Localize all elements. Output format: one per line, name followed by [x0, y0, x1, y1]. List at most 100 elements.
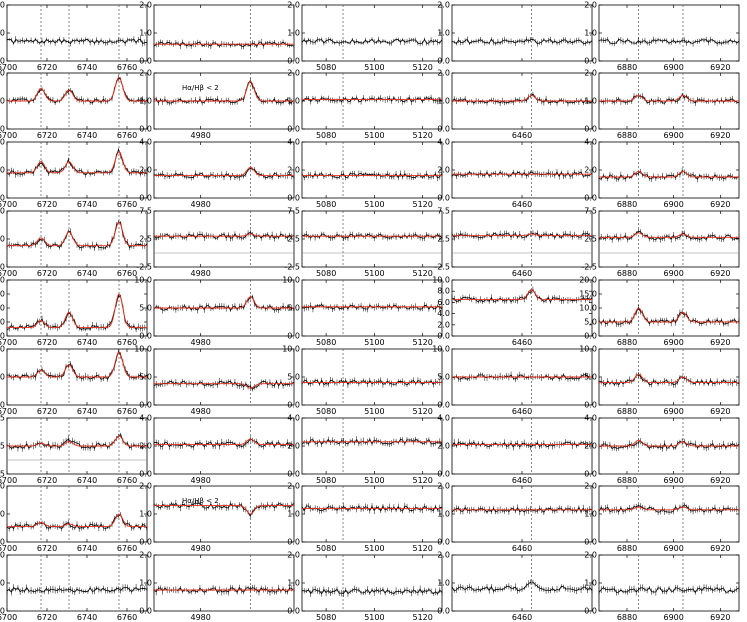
x-tick-label: 5100	[364, 544, 384, 553]
panel-r7-c4: 0.0 1.0 2.0 6880 6900 6920	[584, 482, 740, 553]
panel-frame	[6, 554, 148, 612]
y-tick-label: 0.0	[584, 538, 597, 547]
y-tick-label: 1.0	[287, 510, 300, 519]
spectrum-line	[451, 38, 593, 45]
x-tick-label: 6920	[710, 269, 730, 278]
x-tick-label: 4980	[190, 544, 210, 553]
y-tick-label: 0.0	[0, 332, 5, 341]
x-tick-label: 6880	[617, 200, 637, 209]
panel-r4-c4: 0.0 5.0 10.0 15.0 20.0 6880 6900 6920	[579, 276, 740, 347]
spectrum-line	[451, 374, 593, 380]
x-tick-label: 5100	[364, 338, 384, 347]
y-tick-label: 5.0	[437, 373, 450, 382]
panel-r2-c0: 0.0 2.0 4.0 6700 6720 6740 6760	[0, 138, 148, 209]
y-tick-label: 2.0	[437, 320, 450, 329]
fit-line	[154, 383, 294, 389]
y-tick-label: 2.0	[437, 1, 450, 10]
y-tick-label: 1.0	[437, 579, 450, 588]
y-tick-label: 2.0	[584, 551, 597, 560]
x-tick-label: 5120	[413, 338, 433, 347]
fit-line	[7, 293, 147, 329]
y-tick-label: 10.0	[134, 345, 152, 354]
spectrum-line	[451, 581, 593, 592]
panel-frame	[153, 554, 295, 612]
x-tick-label: 4980	[190, 613, 210, 622]
x-tick-label: 5120	[413, 131, 433, 140]
y-tick-label: 0.0	[437, 538, 450, 547]
y-tick-label: 2.0	[287, 166, 300, 175]
x-tick-label: 6720	[37, 544, 57, 553]
x-tick-label: 6740	[77, 544, 97, 553]
y-tick-label: 1.0	[139, 97, 152, 106]
x-tick-label: 5100	[364, 200, 384, 209]
y-tick-label: 2.0	[0, 551, 5, 560]
x-tick-label: 5100	[364, 613, 384, 622]
panel-frame	[598, 141, 740, 199]
spectrum-line	[153, 380, 295, 391]
panel-r8-c0: 0.0 1.0 2.0 6700 6720 6740 6760	[0, 551, 148, 622]
x-tick-label: 5100	[364, 476, 384, 485]
x-tick-label: 6720	[37, 269, 57, 278]
x-tick-label: 6900	[663, 544, 683, 553]
x-tick-label: 5080	[316, 407, 336, 416]
y-tick-label: 1.0	[437, 29, 450, 38]
panel-r8-c1: 0.0 1.0 2.0 4980	[139, 551, 295, 622]
panel-r3-c0: 0.0 5.0 10.0 6700 6720 6740 6760	[0, 207, 148, 278]
y-tick-label: 2.0	[437, 442, 450, 451]
spectrum-line	[153, 167, 295, 179]
x-tick-label: 6760	[117, 131, 137, 140]
y-tick-label: 20.0	[0, 304, 5, 313]
panel-frame	[451, 4, 593, 62]
x-tick-label: 6700	[0, 613, 17, 622]
y-tick-label: 8.0	[437, 287, 450, 296]
y-tick-label: 0.0	[437, 57, 450, 66]
y-tick-label: 2.0	[139, 69, 152, 78]
panel-frame	[598, 4, 740, 62]
x-tick-label: 5120	[413, 269, 433, 278]
y-tick-label: 0.0	[584, 332, 597, 341]
y-tick-label: 0.0	[287, 57, 300, 66]
spectrum-line	[598, 93, 740, 104]
y-tick-label: 0.0	[0, 263, 5, 272]
y-tick-label: 2.5	[287, 235, 300, 244]
x-tick-label: 6760	[117, 269, 137, 278]
x-tick-label: 6700	[0, 338, 17, 347]
panel-r7-c2: 0.0 1.0 2.0 5080 5100 5120	[287, 482, 443, 553]
fit-line	[154, 505, 294, 515]
x-tick-label: 6460	[512, 269, 532, 278]
x-tick-label: 6760	[117, 476, 137, 485]
x-tick-label: 6720	[37, 476, 57, 485]
panel-frame	[598, 348, 740, 406]
y-tick-label: 2.0	[584, 482, 597, 491]
x-tick-label: 5080	[316, 544, 336, 553]
panel-r0-c3: 0.0 1.0 2.0	[437, 1, 593, 66]
y-tick-label: 4.0	[437, 309, 450, 318]
x-tick-label: 6740	[77, 200, 97, 209]
panel-r6-c4: 0.0 2.0 4.0 6880 6900 6920	[584, 414, 740, 485]
y-tick-label: 4.0	[287, 138, 300, 147]
y-tick-label: 1.0	[287, 97, 300, 106]
spectrum-line	[6, 586, 148, 593]
x-tick-label: 5080	[316, 63, 336, 72]
y-tick-label: 5.0	[139, 304, 152, 313]
spectrum-line	[153, 586, 295, 594]
y-tick-label: 0.0	[584, 57, 597, 66]
y-tick-label: 10.0	[579, 345, 597, 354]
panel-r6-c2: 0.0 2.0 4.0 5080 5100 5120	[287, 414, 443, 485]
y-tick-label: 5.0	[584, 318, 597, 327]
panel-r3-c1: -2.5 2.5 7.5 4980	[136, 207, 295, 278]
x-tick-label: 4980	[190, 200, 210, 209]
y-tick-label: -2.5	[136, 263, 152, 272]
y-tick-label: 4.0	[437, 138, 450, 147]
x-tick-label: 6760	[117, 338, 137, 347]
panel-r7-c0: 0.0 2.0 4.0 6700 6720 6740 6760	[0, 482, 148, 553]
panel-r7-c3: 0.0 1.0 2.0 6460	[437, 482, 593, 553]
y-tick-label: -2.5	[581, 263, 597, 272]
x-tick-label: 6700	[0, 131, 17, 140]
fit-line	[599, 506, 739, 511]
x-tick-label: 6740	[77, 613, 97, 622]
x-tick-label: 6720	[37, 407, 57, 416]
panel-frame	[301, 72, 443, 130]
x-tick-label: 6760	[117, 407, 137, 416]
x-tick-label: 6900	[663, 407, 683, 416]
